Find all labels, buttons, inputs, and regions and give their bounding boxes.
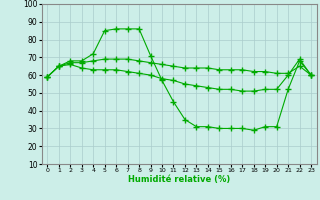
X-axis label: Humidité relative (%): Humidité relative (%) — [128, 175, 230, 184]
